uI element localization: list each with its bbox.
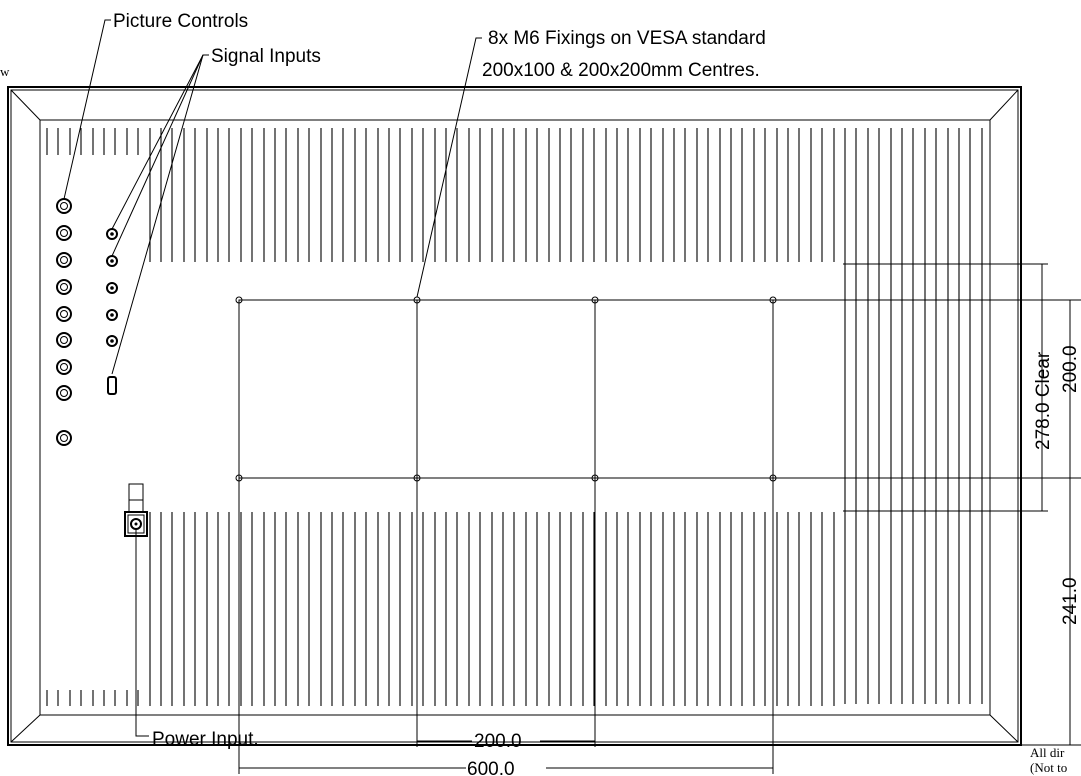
signal-input-jacks: [106, 228, 118, 395]
notes-line1: All dir: [1030, 745, 1065, 760]
fixing-hole: [235, 296, 243, 304]
fixing-hole: [591, 296, 599, 304]
dim-278-clear: 278.0 Clear: [1033, 351, 1054, 450]
picture-controls-label: Picture Controls: [113, 11, 248, 32]
vesa-grid: [235, 296, 777, 482]
signal-inputs-label: Signal Inputs: [211, 46, 321, 67]
vertical-dimensions: [773, 263, 1081, 746]
monitor-outline: [7, 86, 1022, 746]
power-input-label: Power Input.: [152, 729, 259, 750]
dim-241-vertical: 241.0: [1060, 577, 1081, 625]
dim-600-horizontal: 600.0: [467, 759, 515, 776]
picture-control-knobs: [56, 198, 72, 446]
vent-slots-top: [46, 128, 983, 704]
svideo-port: [107, 376, 117, 395]
horizontal-dimensions: [238, 478, 774, 774]
dim-200-horizontal: 200.0: [474, 731, 522, 752]
power-connector: [124, 483, 148, 537]
notes-line2: (Not to: [1030, 760, 1067, 775]
view-title-fragment: w: [0, 64, 10, 79]
vesa-note-line1: 8x M6 Fixings on VESA standard: [488, 28, 766, 49]
vesa-note-line2: 200x100 & 200x200mm Centres.: [482, 60, 760, 81]
dim-200-vertical: 200.0: [1060, 345, 1081, 393]
vent-slots-bottom: [46, 512, 835, 706]
leader-lines: [63, 19, 482, 737]
